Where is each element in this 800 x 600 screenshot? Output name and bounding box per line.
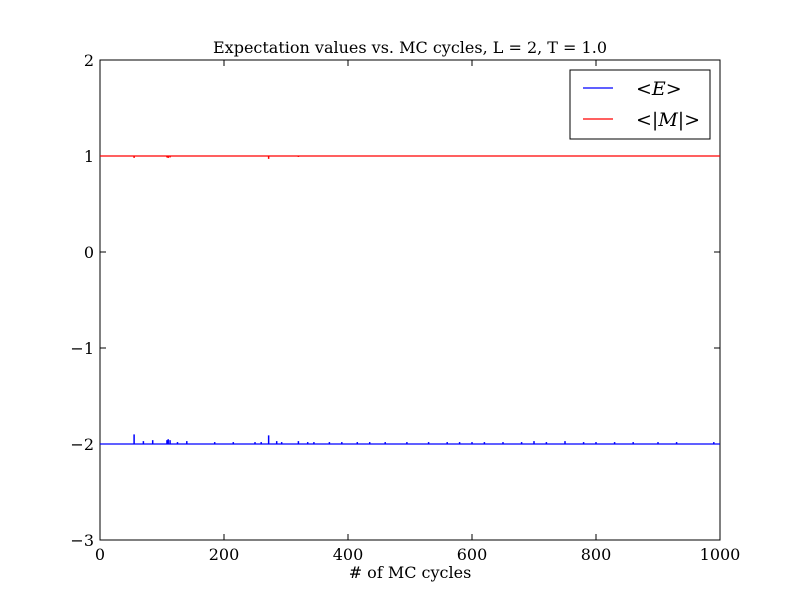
plot-area: 0 200 400 600 800 1000 −3 −2 −1 0 1 2 <box>70 51 740 564</box>
y-tick-label: −1 <box>70 339 94 358</box>
x-axis-label: # of MC cycles <box>349 563 472 582</box>
chart-title: Expectation values vs. MC cycles, L = 2,… <box>213 38 607 57</box>
series-m-line <box>100 155 720 159</box>
x-tick-label: 600 <box>457 545 488 564</box>
y-tick-label: 0 <box>84 243 94 262</box>
y-tick-label: 2 <box>84 51 94 70</box>
series-e-line <box>100 434 720 445</box>
x-tick-label: 0 <box>95 545 105 564</box>
x-tick-label: 800 <box>581 545 612 564</box>
legend-label-m: <|M|> <box>636 109 700 131</box>
y-tick-label: −2 <box>70 435 94 454</box>
plot-frame <box>99 59 721 541</box>
y-tick-label: −3 <box>70 531 94 550</box>
y-tick-label: 1 <box>84 147 94 166</box>
legend-box <box>569 69 711 140</box>
x-tick-label: 400 <box>333 545 364 564</box>
legend: <E> <|M|> <box>569 69 711 140</box>
x-tick-label: 200 <box>209 545 240 564</box>
x-tick-label: 1000 <box>700 545 741 564</box>
legend-label-e: <E> <box>636 78 682 100</box>
